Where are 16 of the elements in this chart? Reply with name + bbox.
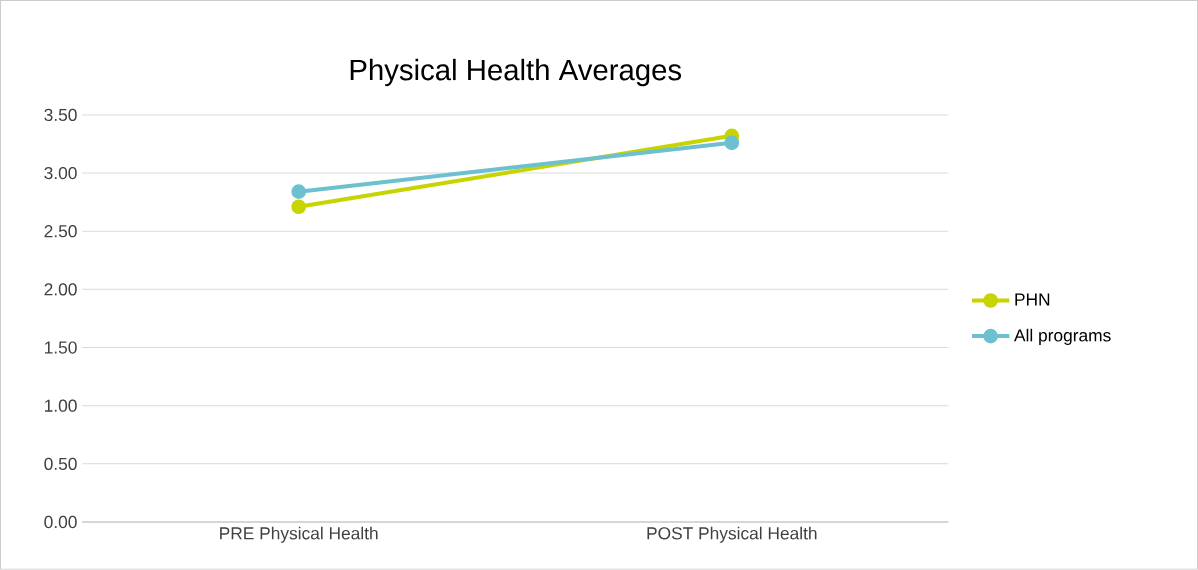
y-tick-label: 0.50	[44, 457, 77, 471]
y-tick-label: 3.00	[44, 167, 77, 180]
y-tick-label: 3.50	[44, 108, 77, 122]
y-tick-label: 1.00	[45, 399, 77, 412]
x-tick-label: POST Physical Health	[647, 526, 817, 543]
y-tick-label: 1.50	[45, 341, 77, 354]
point	[724, 135, 740, 151]
x-tick-label: PRE Physical Health	[220, 526, 378, 543]
y-tick-label: 2.00	[44, 283, 77, 296]
chart-title: Physical Health Averages	[350, 58, 682, 87]
point	[291, 184, 307, 200]
y-tick-label: 0.00	[44, 515, 77, 529]
legend-label: All programs	[1014, 328, 1111, 346]
legend-label: PHN	[1015, 293, 1050, 306]
point	[291, 199, 307, 215]
y-tick-label: 2.50	[44, 225, 77, 238]
